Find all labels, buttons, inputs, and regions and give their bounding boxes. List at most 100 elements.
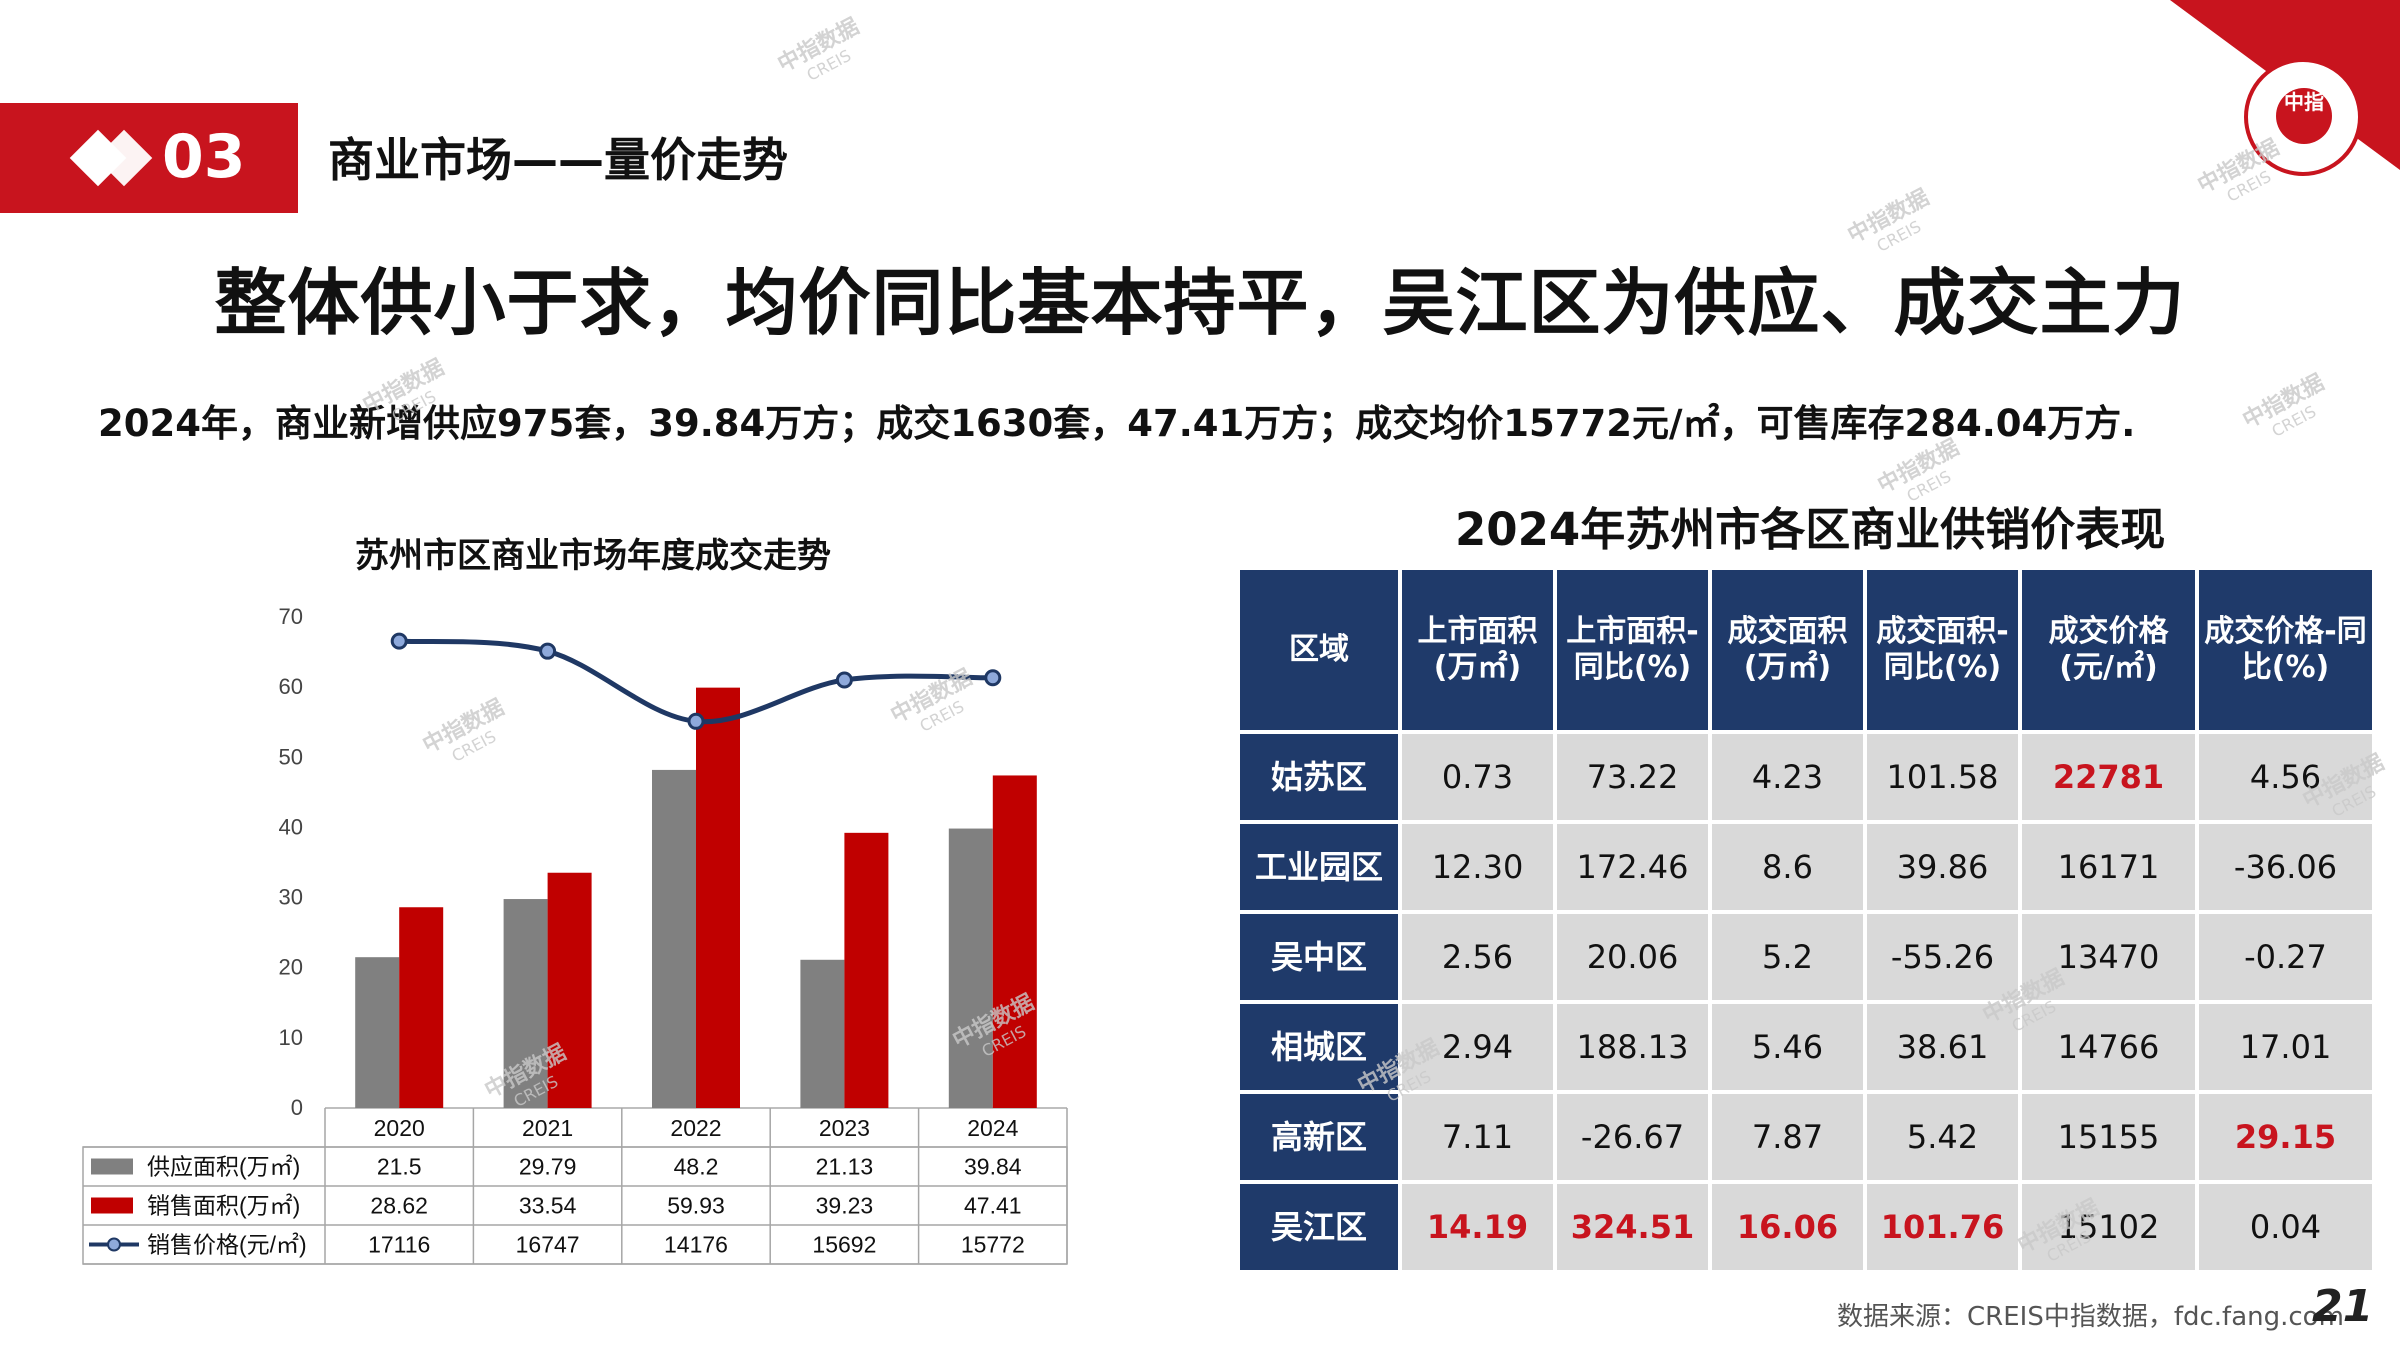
data-label: 59.93 (667, 1193, 725, 1219)
bar-sales (399, 907, 444, 1108)
table-cell: 4.23 (1712, 734, 1863, 820)
table-cell-highlight: 101.76 (1867, 1184, 2018, 1270)
header-deal-area: 成交面积(万㎡) (1712, 570, 1863, 730)
table-cell: 13470 (2022, 914, 2195, 1000)
table-cell: 5.42 (1867, 1094, 2018, 1180)
table-cell: 14766 (2022, 1004, 2195, 1090)
data-label: 28.62 (370, 1193, 428, 1219)
data-label: 39.23 (816, 1193, 874, 1219)
y-tick-label: 40 (279, 814, 303, 839)
table-header-row: 区域 上市面积(万㎡) 上市面积-同比(%) 成交面积(万㎡) 成交面积-同比(… (1240, 570, 2372, 730)
data-label: 48.2 (674, 1154, 719, 1180)
chart-title: 苏州市区商业市场年度成交走势 (355, 536, 831, 576)
table-cell-highlight: 16.06 (1712, 1184, 1863, 1270)
y-tick-label: 70 (279, 604, 303, 629)
region-table: 区域 上市面积(万㎡) 上市面积-同比(%) 成交面积(万㎡) 成交面积-同比(… (1236, 566, 2376, 1274)
table-cell: 5.46 (1712, 1004, 1863, 1090)
bar-supply (948, 828, 993, 1108)
table-cell-highlight: 324.51 (1557, 1184, 1708, 1270)
table-cell: 4.56 (2199, 734, 2372, 820)
bar-sales (547, 872, 592, 1108)
y-tick-label: 10 (279, 1025, 303, 1050)
table-row: 工业园区 12.30 172.46 8.6 39.86 16171 -36.06 (1240, 824, 2372, 910)
bar-supply (503, 899, 548, 1108)
table-row: 吴江区 14.19 324.51 16.06 101.76 15102 0.04 (1240, 1184, 2372, 1270)
legend-key-supply (91, 1158, 133, 1175)
data-label: 15692 (812, 1232, 876, 1258)
table-cell: 2.94 (1402, 1004, 1553, 1090)
x-tick-label: 2023 (819, 1115, 870, 1141)
header-region: 区域 (1240, 570, 1398, 730)
watermark: 中指数据 CREIS (2238, 370, 2329, 441)
data-label: 21.5 (377, 1154, 422, 1180)
region-cell: 高新区 (1240, 1094, 1398, 1180)
price-point (539, 642, 557, 660)
table-row: 吴中区 2.56 20.06 5.2 -55.26 13470 -0.27 (1240, 914, 2372, 1000)
bar-supply (355, 957, 400, 1108)
table-cell: 0.04 (2199, 1184, 2372, 1270)
legend-key-sales (91, 1197, 133, 1214)
legend-label: 销售价格(元/㎡) (147, 1232, 307, 1258)
y-tick-label: 60 (279, 674, 303, 699)
table-cell: 101.58 (1867, 734, 2018, 820)
header-supply-yoy: 上市面积-同比(%) (1557, 570, 1708, 730)
legend-label: 供应面积(万㎡) (147, 1154, 300, 1180)
table-cell: -55.26 (1867, 914, 2018, 1000)
table-cell: 12.30 (1402, 824, 1553, 910)
table-row: 相城区 2.94 188.13 5.46 38.61 14766 17.01 (1240, 1004, 2372, 1090)
table-row: 高新区 7.11 -26.67 7.87 5.42 15155 29.15 (1240, 1094, 2372, 1180)
price-point (984, 669, 1002, 687)
data-label: 16747 (516, 1232, 580, 1258)
y-tick-label: 20 (279, 955, 303, 980)
data-label: 15772 (961, 1232, 1025, 1258)
y-tick-label: 30 (279, 885, 303, 910)
price-point (835, 671, 853, 689)
bar-supply (800, 959, 845, 1108)
price-point (390, 632, 408, 650)
table-cell: 172.46 (1557, 824, 1708, 910)
table-cell: -36.06 (2199, 824, 2372, 910)
combo-chart: 0102030405060700200040006000800010000120… (82, 604, 1068, 1265)
section-number: 03 (162, 122, 246, 192)
data-label: 14176 (664, 1232, 728, 1258)
table-cell: 5.2 (1712, 914, 1863, 1000)
y-tick-label: 50 (279, 744, 303, 769)
table-cell: -0.27 (2199, 914, 2372, 1000)
table-cell: -26.67 (1557, 1094, 1708, 1180)
region-cell: 相城区 (1240, 1004, 1398, 1090)
summary-text: 2024年，商业新增供应975套，39.84万方；成交1630套，47.41万方… (98, 402, 2136, 445)
table-cell: 0.73 (1402, 734, 1553, 820)
table-cell: 7.11 (1402, 1094, 1553, 1180)
table-cell: 39.86 (1867, 824, 2018, 910)
watermark: 中指数据 CREIS (773, 14, 864, 85)
table-cell: 17.01 (2199, 1004, 2372, 1090)
academy-logo: 中指 (2244, 58, 2362, 176)
x-tick-label: 2021 (522, 1115, 573, 1141)
header-price-yoy: 成交价格-同比(%) (2199, 570, 2372, 730)
section-title: 商业市场——量价走势 (328, 133, 788, 187)
region-cell: 吴中区 (1240, 914, 1398, 1000)
table-cell: 15155 (2022, 1094, 2195, 1180)
table-cell: 73.22 (1557, 734, 1708, 820)
bar-sales (696, 687, 740, 1108)
bar-sales (992, 775, 1037, 1108)
table-cell: 16171 (2022, 824, 2195, 910)
table-cell: 38.61 (1867, 1004, 2018, 1090)
table-cell: 20.06 (1557, 914, 1708, 1000)
table-cell: 8.6 (1712, 824, 1863, 910)
table-cell: 2.56 (1402, 914, 1553, 1000)
y-tick-label: 0 (291, 1095, 303, 1120)
bar-supply (652, 769, 696, 1108)
legend-label: 销售面积(万㎡) (147, 1193, 300, 1219)
data-label: 29.79 (519, 1154, 577, 1180)
header-deal-yoy: 成交面积-同比(%) (1867, 570, 2018, 730)
data-source: 数据来源：CREIS中指数据，fdc.fang.com (1837, 1302, 2344, 1332)
page-number: 21 (2312, 1281, 2374, 1332)
region-cell: 工业园区 (1240, 824, 1398, 910)
watermark: 中指数据 CREIS (1843, 185, 1934, 256)
data-label: 39.84 (964, 1154, 1022, 1180)
x-tick-label: 2020 (374, 1115, 425, 1141)
table-cell-highlight: 29.15 (2199, 1094, 2372, 1180)
legend-key-price-point (107, 1237, 121, 1252)
table-row: 姑苏区 0.73 73.22 4.23 101.58 22781 4.56 (1240, 734, 2372, 820)
